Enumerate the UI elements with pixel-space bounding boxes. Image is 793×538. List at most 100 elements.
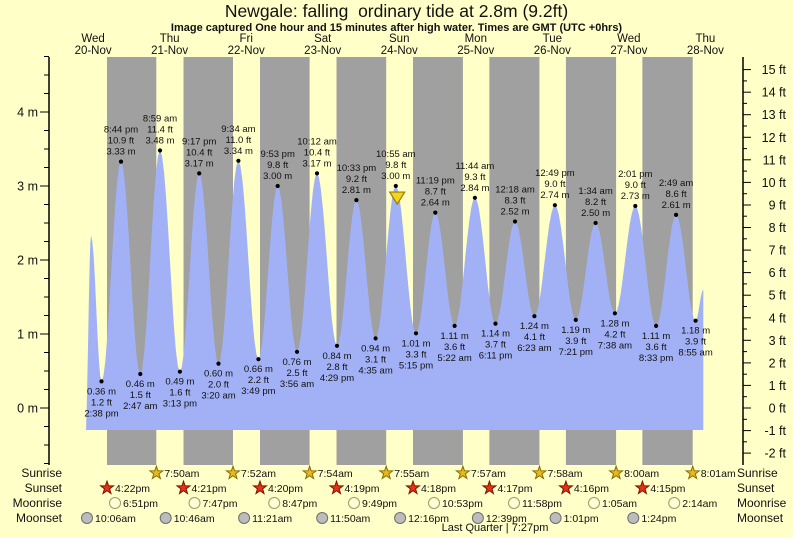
tide-extreme-dot bbox=[573, 317, 578, 322]
day-date-label: 26-Nov bbox=[534, 45, 571, 57]
moonset-icon bbox=[159, 512, 172, 524]
high-tide-label: 10:12 am 10.4 ft 3.17 m bbox=[297, 136, 337, 169]
tide-extreme-dot bbox=[674, 212, 679, 217]
chart-text: 3 m bbox=[17, 180, 38, 194]
chart-text: 15 ft bbox=[762, 63, 787, 77]
sunrise-icon bbox=[531, 464, 548, 480]
high-tide-label: 11:44 am 9.3 ft 2.84 m bbox=[455, 161, 494, 194]
event-time-label: 8:01am bbox=[701, 468, 736, 480]
event-time-label: 4:17pm bbox=[497, 483, 532, 495]
chart-text: 1 m bbox=[17, 328, 38, 342]
moonset-icon bbox=[627, 512, 640, 524]
event-time-label: 6:51pm bbox=[123, 498, 158, 510]
event-time-label: 10:06am bbox=[95, 513, 136, 525]
tide-extreme-dot bbox=[512, 219, 518, 224]
chart-text: 4 ft bbox=[769, 311, 787, 325]
tide-extreme-dot bbox=[256, 357, 261, 362]
day-date-label: 22-Nov bbox=[228, 45, 265, 57]
tide-extreme-dot bbox=[633, 203, 638, 209]
low-tide-label: 0.94 m 3.1 ft 4:35 am bbox=[358, 343, 392, 376]
high-tide-label: 9:34 am 11.0 ft 3.34 m bbox=[221, 124, 255, 157]
event-time-label: 7:47pm bbox=[202, 498, 237, 510]
now-marker-icon bbox=[388, 191, 406, 206]
chart-text: -2 ft bbox=[764, 447, 786, 461]
event-time-label: 7:50am bbox=[164, 468, 199, 480]
high-tide-label: 9:53 pm 9.8 ft 3.00 m bbox=[261, 149, 295, 182]
chart-text: 7 ft bbox=[769, 244, 787, 258]
event-time-label: 11:58pm bbox=[522, 498, 562, 510]
day-label: Fri bbox=[239, 33, 252, 45]
tide-extreme-dot bbox=[552, 203, 558, 208]
high-tide-label: 12:49 pm 9.0 ft 2.74 m bbox=[535, 168, 575, 201]
moon-phase-note: Last Quarter | 7:27pm bbox=[441, 522, 549, 534]
low-tide-label: 1.28 m 4.2 ft 7:38 am bbox=[598, 318, 632, 351]
subtitle: Image captured One hour and 15 minutes a… bbox=[170, 22, 623, 34]
sunset-row-label-right: Sunset bbox=[737, 481, 775, 495]
event-time-label: 4:16pm bbox=[574, 483, 609, 495]
event-time-label: 12:39pm bbox=[486, 513, 527, 525]
tide-extreme-dot bbox=[334, 343, 340, 348]
event-time-label: 12:16pm bbox=[408, 513, 449, 525]
sunrise-icon bbox=[378, 464, 395, 480]
tide-extreme-dot bbox=[612, 311, 618, 316]
tide-extreme-dot bbox=[177, 369, 182, 374]
chart-text: 3 ft bbox=[769, 334, 787, 348]
sunset-icon bbox=[328, 479, 345, 495]
day-label: Sun bbox=[389, 33, 409, 45]
day-label: Tue bbox=[543, 33, 562, 45]
page-title: Newgale: falling ordinary tide at 2.8m (… bbox=[224, 1, 569, 21]
tide-extreme-dot bbox=[532, 314, 537, 319]
event-time-label: 4:18pm bbox=[421, 483, 456, 495]
moonset-icon bbox=[316, 512, 329, 524]
moonrise-icon bbox=[268, 497, 281, 509]
low-tide-label: 1.24 m 4.1 ft 6:23 am bbox=[517, 321, 551, 354]
event-time-label: 2:14am bbox=[682, 498, 717, 510]
moonrise-icon bbox=[348, 497, 360, 509]
moonset-row-label-right: Moonset bbox=[737, 511, 784, 525]
event-time-label: 10:53pm bbox=[442, 498, 483, 510]
sunset-icon bbox=[481, 479, 498, 495]
sunset-icon bbox=[175, 479, 192, 495]
moonrise-icon bbox=[109, 497, 121, 509]
chart-text: 5 ft bbox=[769, 289, 787, 303]
chart-text: 10 ft bbox=[762, 176, 787, 190]
tide-extreme-dot bbox=[433, 210, 438, 215]
event-time-label: 4:21pm bbox=[192, 483, 227, 495]
low-tide-label: 0.66 m 2.2 ft 3:49 pm bbox=[241, 364, 275, 397]
event-time-label: 7:52am bbox=[241, 468, 276, 480]
event-time-label: 1:01pm bbox=[564, 513, 599, 525]
event-time-label: 11:50am bbox=[330, 513, 370, 525]
chart-text: 11 ft bbox=[763, 153, 787, 167]
day-label: Sat bbox=[314, 33, 332, 45]
day-label: Mon bbox=[465, 33, 487, 45]
low-tide-label: 1.11 m 3.6 ft 8:33 pm bbox=[639, 331, 673, 364]
sunrise-row-label-right: Sunrise bbox=[737, 466, 778, 480]
day-date-label: 24-Nov bbox=[381, 45, 418, 57]
tide-extreme-dot bbox=[452, 323, 457, 328]
tide-extreme-dot bbox=[118, 159, 124, 164]
chart-text: 12 ft bbox=[762, 131, 787, 145]
sunrise-icon bbox=[225, 464, 241, 480]
chart-text: 8 ft bbox=[769, 221, 787, 235]
chart-text: 0 ft bbox=[769, 402, 787, 416]
sunset-icon bbox=[99, 479, 115, 495]
tide-extreme-dot bbox=[197, 171, 202, 176]
moonset-icon bbox=[238, 512, 251, 524]
tide-extreme-dot bbox=[472, 195, 477, 200]
high-tide-label: 1:34 am 8.2 ft 2.50 m bbox=[578, 186, 612, 219]
event-time-label: 7:55am bbox=[394, 468, 429, 480]
sunrise-icon bbox=[684, 464, 701, 480]
event-time-label: 1:05am bbox=[602, 498, 637, 510]
tide-extreme-dot bbox=[138, 371, 143, 377]
high-tide-label: 8:44 pm 10.9 ft 3.33 m bbox=[104, 125, 138, 158]
tide-extreme-dot bbox=[294, 349, 300, 354]
moonrise-icon bbox=[428, 497, 440, 509]
event-time-label: 7:57am bbox=[471, 468, 506, 480]
moonset-row-label-left: Moonset bbox=[15, 511, 62, 525]
day-date-label: 23-Nov bbox=[304, 45, 341, 57]
sunset-icon bbox=[558, 479, 574, 495]
low-tide-label: 0.60 m 2.0 ft 3:20 am bbox=[201, 369, 235, 402]
chart-text: 9 ft bbox=[769, 198, 787, 212]
sunset-row-label-left: Sunset bbox=[24, 481, 62, 495]
